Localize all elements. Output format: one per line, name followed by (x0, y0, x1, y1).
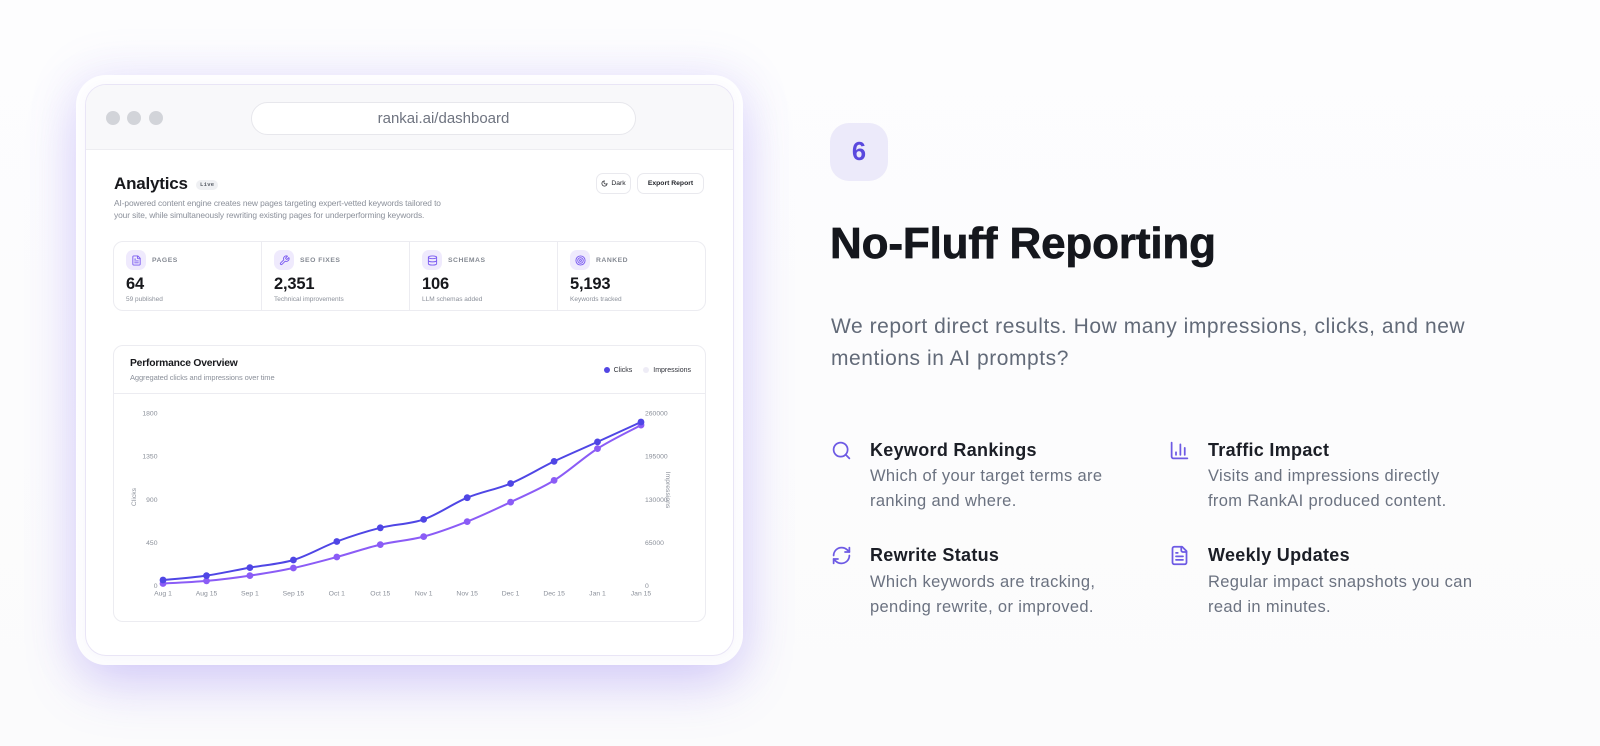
svg-text:Impressions: Impressions (664, 472, 671, 509)
svg-text:65000: 65000 (645, 540, 664, 547)
svg-text:260000: 260000 (645, 411, 668, 418)
svg-text:1800: 1800 (142, 411, 157, 418)
svg-text:Nov 1: Nov 1 (415, 591, 433, 598)
svg-text:Dec 1: Dec 1 (502, 591, 520, 598)
svg-text:0: 0 (645, 583, 649, 590)
svg-text:Dec 15: Dec 15 (543, 591, 565, 598)
svg-text:900: 900 (146, 497, 158, 504)
svg-text:Jan 1: Jan 1 (589, 591, 606, 598)
svg-text:Jan 15: Jan 15 (631, 591, 652, 598)
svg-text:Nov 15: Nov 15 (456, 591, 478, 598)
svg-text:1350: 1350 (142, 454, 157, 461)
svg-text:195000: 195000 (645, 454, 668, 461)
svg-text:Clicks: Clicks (131, 487, 138, 506)
svg-text:130000: 130000 (645, 497, 668, 504)
svg-text:450: 450 (146, 540, 158, 547)
svg-text:Aug 15: Aug 15 (196, 591, 218, 598)
svg-text:Oct 15: Oct 15 (370, 591, 390, 598)
svg-text:Aug 1: Aug 1 (154, 591, 172, 598)
svg-text:Sep 1: Sep 1 (241, 591, 259, 598)
svg-text:Sep 15: Sep 15 (283, 591, 305, 598)
svg-text:Oct 1: Oct 1 (329, 591, 345, 598)
svg-text:0: 0 (154, 583, 158, 590)
